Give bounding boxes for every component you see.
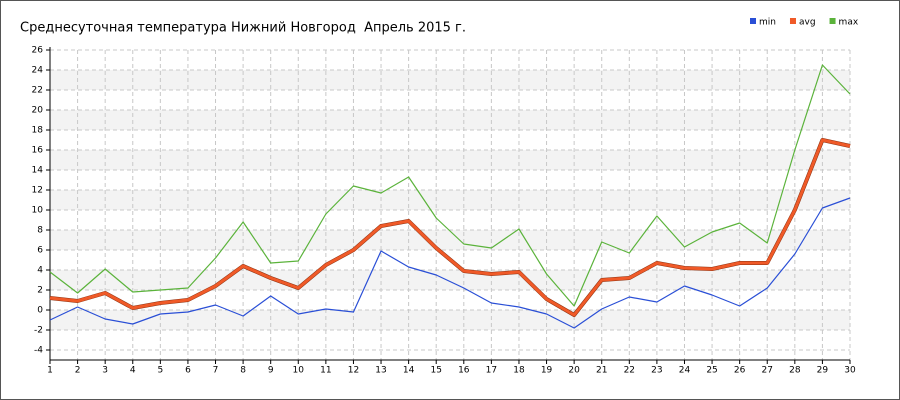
x-tick-label: 8 (240, 366, 246, 376)
y-tick-label: 8 (37, 226, 43, 236)
x-tick-label: 4 (130, 366, 136, 376)
x-tick-label: 10 (293, 366, 305, 376)
x-tick-label: 14 (403, 366, 415, 376)
y-tick-label: 6 (37, 246, 43, 256)
x-tick-label: 16 (458, 366, 470, 376)
y-tick-label: 4 (37, 266, 43, 276)
x-tick-label: 13 (375, 366, 386, 376)
x-tick-label: 12 (348, 366, 359, 376)
x-tick-label: 30 (844, 366, 856, 376)
legend-swatch (789, 18, 796, 24)
legend-label: avg (799, 18, 816, 28)
x-tick-label: 21 (596, 366, 607, 376)
series-line (49, 64, 851, 307)
x-tick-label: 6 (185, 366, 191, 376)
y-tick-label: 20 (32, 106, 44, 116)
x-tick-label: 17 (486, 366, 497, 376)
y-tick-label: 16 (32, 146, 44, 156)
x-tick-label: 9 (268, 366, 274, 376)
x-tick-label: 2 (75, 366, 81, 376)
grid-band (50, 70, 850, 90)
x-tick-label: 26 (734, 366, 746, 376)
grid-band (50, 310, 850, 330)
x-tick-label: 28 (789, 366, 801, 376)
x-tick-label: 24 (679, 366, 691, 376)
legend-label: min (759, 18, 776, 28)
y-tick-label: 2 (37, 286, 43, 296)
x-tick-label: 1 (47, 366, 53, 376)
y-tick-label: 14 (32, 166, 44, 176)
x-tick-label: 15 (430, 366, 441, 376)
x-tick-label: 29 (817, 366, 829, 376)
x-tick-label: 19 (541, 366, 553, 376)
grid-band (50, 190, 850, 210)
x-tick-label: 3 (102, 366, 108, 376)
y-tick-label: -2 (34, 326, 43, 336)
y-tick-label: -4 (34, 346, 43, 356)
x-tick-label: 20 (568, 366, 580, 376)
x-tick-label: 7 (213, 366, 219, 376)
x-tick-label: 23 (651, 366, 662, 376)
x-tick-label: 22 (624, 366, 635, 376)
legend-label: max (839, 18, 859, 28)
series-line (49, 138, 851, 317)
x-tick-label: 25 (706, 366, 717, 376)
y-tick-label: 24 (32, 66, 44, 76)
legend-swatch (829, 18, 836, 24)
grid-band (50, 230, 850, 250)
series-line (49, 197, 851, 329)
y-tick-label: 10 (32, 206, 44, 216)
x-tick-label: 27 (762, 366, 773, 376)
grid-band (50, 110, 850, 130)
y-tick-label: 12 (32, 186, 43, 196)
y-tick-label: 26 (32, 46, 44, 56)
y-tick-label: 22 (32, 86, 43, 96)
y-tick-label: 18 (32, 126, 44, 136)
grid-band (50, 150, 850, 170)
x-tick-label: 5 (157, 366, 163, 376)
y-tick-label: 0 (37, 306, 43, 316)
chart-title: Среднесуточная температура Нижний Новгор… (20, 21, 466, 36)
x-tick-label: 11 (320, 366, 331, 376)
grid-band (50, 270, 850, 290)
x-tick-label: 18 (513, 366, 525, 376)
legend-swatch (750, 18, 756, 24)
